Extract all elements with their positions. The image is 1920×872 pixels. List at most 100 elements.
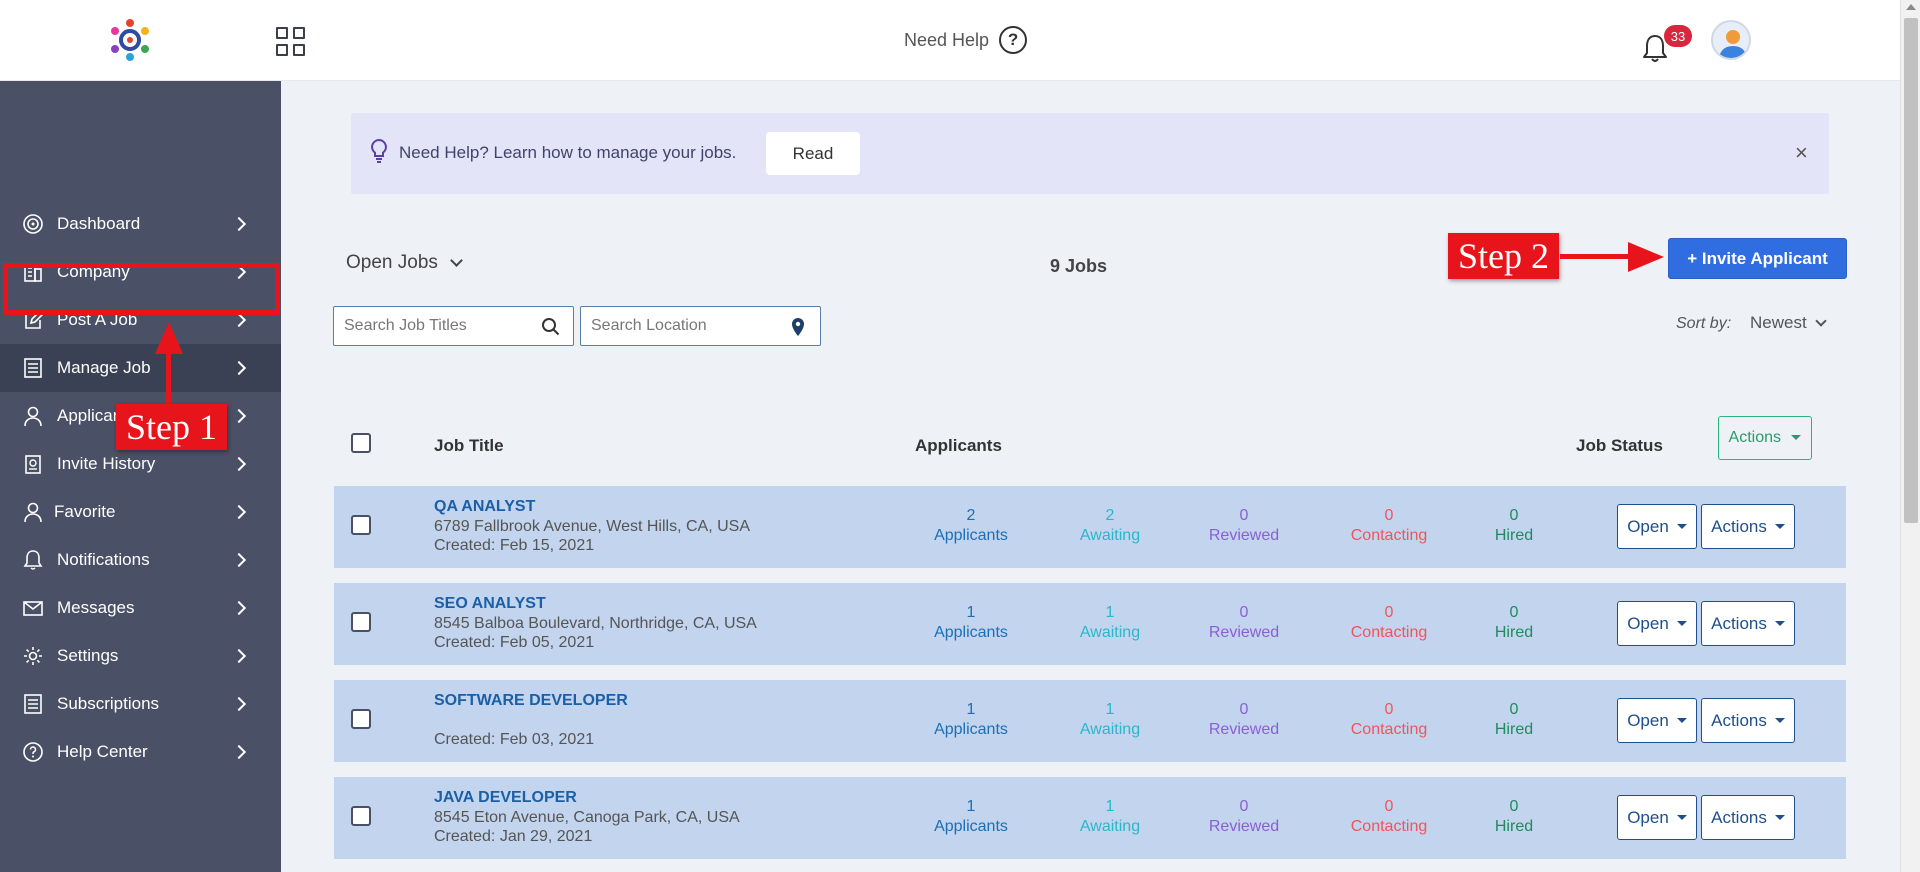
job-title-link[interactable]: JAVA DEVELOPER	[434, 789, 577, 806]
hired-stat[interactable]: 0 Hired	[1454, 797, 1574, 837]
sidebar-item-label: Invite History	[57, 454, 156, 473]
job-address: 8545 Eton Avenue, Canoga Park, CA, USA	[434, 809, 740, 826]
sidebar-item-invite-history[interactable]: Invite History	[0, 440, 281, 488]
job-status-label: Open	[1627, 710, 1669, 730]
close-icon[interactable]: ×	[1795, 140, 1808, 165]
job-title-link[interactable]: SEO ANALYST	[434, 595, 546, 612]
row-checkbox[interactable]	[351, 806, 371, 826]
sidebar-item-applicants[interactable]: Applicants	[0, 392, 281, 440]
need-help-label: Need Help	[904, 29, 990, 50]
hired-stat[interactable]: 0 Hired	[1454, 700, 1574, 740]
sidebar-item-favorite[interactable]: Favorite	[0, 488, 281, 536]
stat-value: 0	[1384, 701, 1394, 718]
job-status-dropdown[interactable]: Open	[1617, 698, 1697, 743]
map-pin-icon[interactable]	[788, 317, 808, 337]
row-actions-button[interactable]: Actions	[1701, 698, 1795, 743]
bell-icon	[23, 550, 43, 570]
list-icon	[24, 694, 42, 714]
company-logo[interactable]	[108, 18, 152, 62]
stat-value: 0	[1239, 604, 1249, 621]
scroll-thumb[interactable]	[1904, 18, 1918, 523]
job-status-dropdown[interactable]: Open	[1617, 504, 1697, 549]
reviewed-stat[interactable]: 0 Reviewed	[1184, 700, 1304, 740]
row-checkbox[interactable]	[351, 515, 371, 535]
caret-down-icon	[1774, 718, 1785, 723]
awaiting-stat[interactable]: 1 Awaiting	[1050, 603, 1170, 643]
awaiting-stat[interactable]: 2 Awaiting	[1050, 506, 1170, 546]
applicants-stat[interactable]: 2 Applicants	[911, 506, 1031, 546]
stat-label: Contacting	[1350, 624, 1428, 641]
user-icon	[24, 406, 42, 427]
caret-down-icon	[1774, 524, 1785, 529]
sidebar-item-help-center[interactable]: Help Center	[0, 728, 281, 776]
job-title-link[interactable]: QA ANALYST	[434, 498, 536, 515]
need-help-link[interactable]: Need Help ?	[904, 26, 1028, 54]
bulk-actions-button[interactable]: Actions	[1718, 416, 1812, 460]
job-filter-dropdown[interactable]: Open Jobs	[346, 252, 463, 274]
target-icon	[23, 214, 43, 234]
invite-applicant-button[interactable]: + Invite Applicant	[1668, 238, 1847, 279]
awaiting-stat[interactable]: 1 Awaiting	[1050, 797, 1170, 837]
help-banner-text: Need Help? Learn how to manage your jobs…	[399, 143, 737, 162]
row-actions-button[interactable]: Actions	[1701, 601, 1795, 646]
row-actions-button[interactable]: Actions	[1701, 795, 1795, 840]
row-actions-button[interactable]: Actions	[1701, 504, 1795, 549]
job-title-link[interactable]: SOFTWARE DEVELOPER	[434, 692, 628, 709]
app-grid-icon[interactable]	[276, 27, 305, 56]
stat-label: Reviewed	[1208, 527, 1280, 544]
applicants-stat[interactable]: 1 Applicants	[911, 603, 1031, 643]
bulk-actions-label: Actions	[1728, 429, 1781, 446]
applicants-stat[interactable]: 1 Applicants	[911, 797, 1031, 837]
chevron-right-icon	[231, 216, 247, 232]
job-status-dropdown[interactable]: Open	[1617, 601, 1697, 646]
top-header: Need Help ? 33	[0, 0, 1900, 81]
sidebar-item-manage-job[interactable]: Manage Job	[0, 344, 281, 392]
stat-label: Applicants	[934, 721, 1008, 738]
sidebar-item-label: Dashboard	[57, 214, 141, 233]
notification-bell-icon[interactable]	[1641, 33, 1669, 63]
sidebar-item-subscriptions[interactable]: Subscriptions	[0, 680, 281, 728]
stat-label: Hired	[1494, 624, 1534, 641]
contacting-stat[interactable]: 0 Contacting	[1329, 797, 1449, 837]
contacting-stat[interactable]: 0 Contacting	[1329, 603, 1449, 643]
search-icon[interactable]	[541, 317, 561, 337]
question-circle-icon: ?	[999, 26, 1028, 54]
sidebar-item-notifications[interactable]: Notifications	[0, 536, 281, 584]
select-all-checkbox[interactable]	[351, 433, 371, 453]
stat-label: Contacting	[1350, 818, 1428, 835]
search-location-input[interactable]	[591, 315, 781, 337]
hired-stat[interactable]: 0 Hired	[1454, 603, 1574, 643]
reviewed-stat[interactable]: 0 Reviewed	[1184, 603, 1304, 643]
chevron-right-icon	[231, 696, 247, 712]
step2-callout: Step 2	[1448, 233, 1560, 279]
reviewed-stat[interactable]: 0 Reviewed	[1184, 506, 1304, 546]
sidebar-item-dashboard[interactable]: Dashboard	[0, 200, 281, 248]
read-button[interactable]: Read	[766, 132, 860, 175]
job-status-label: Open	[1627, 807, 1669, 827]
manage-job-highlight-box	[3, 263, 280, 315]
awaiting-stat[interactable]: 1 Awaiting	[1050, 700, 1170, 740]
stat-value: 0	[1239, 798, 1249, 815]
reviewed-stat[interactable]: 0 Reviewed	[1184, 797, 1304, 837]
scroll-up-arrow-icon[interactable]	[1906, 4, 1916, 10]
stat-value: 0	[1384, 604, 1394, 621]
hired-stat[interactable]: 0 Hired	[1454, 506, 1574, 546]
contacting-stat[interactable]: 0 Contacting	[1329, 506, 1449, 546]
search-job-titles-input[interactable]	[344, 315, 534, 337]
sidebar-item-settings[interactable]: Settings	[0, 632, 281, 680]
job-status-dropdown[interactable]: Open	[1617, 795, 1697, 840]
applicants-stat[interactable]: 1 Applicants	[911, 700, 1031, 740]
user-avatar[interactable]	[1711, 20, 1751, 60]
column-header-job-status: Job Status	[1576, 436, 1663, 455]
row-checkbox[interactable]	[351, 709, 371, 729]
sidebar-item-label: Messages	[57, 598, 135, 617]
row-checkbox[interactable]	[351, 612, 371, 632]
page-scrollbar[interactable]	[1900, 0, 1920, 872]
step1-arrow-head-icon	[155, 322, 183, 354]
sort-dropdown[interactable]: Newest	[1750, 313, 1827, 333]
row-actions-label: Actions	[1711, 710, 1767, 730]
chevron-right-icon	[231, 408, 247, 424]
sidebar-item-messages[interactable]: Messages	[0, 584, 281, 632]
contacting-stat[interactable]: 0 Contacting	[1329, 700, 1449, 740]
stat-value: 0	[1384, 507, 1394, 524]
